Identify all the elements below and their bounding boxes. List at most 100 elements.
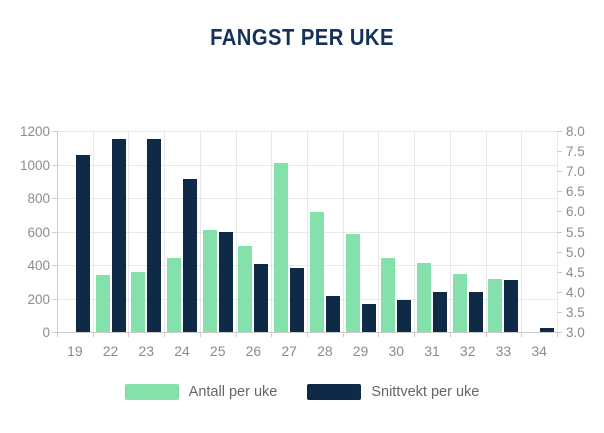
gridline (414, 131, 416, 332)
bar-antall-per-uke[interactable] (345, 234, 360, 332)
y-axis-left-label: 400 (27, 258, 50, 273)
bar-antall-per-uke[interactable] (167, 258, 181, 332)
y-axis-right-tick (557, 231, 562, 233)
bar-snittvekt-per-uke[interactable] (75, 155, 90, 332)
bar-snittvekt-per-uke[interactable] (325, 295, 340, 332)
x-axis-tick (92, 332, 94, 337)
y-axis-right-tick (557, 211, 562, 213)
bar-snittvekt-per-uke[interactable] (183, 179, 197, 332)
x-axis-label: 29 (352, 343, 369, 359)
y-axis-left-label: 0 (42, 325, 50, 340)
y-axis-left-label: 1200 (19, 124, 50, 139)
y-axis-right-label: 6.0 (566, 204, 585, 220)
bar-snittvekt-per-uke[interactable] (290, 267, 305, 332)
x-axis-tick (307, 332, 308, 337)
x-axis-tick (378, 332, 380, 337)
legend-label: Snittvekt per uke (371, 384, 480, 400)
y-axis-left-label: 800 (27, 191, 50, 206)
y-axis-tick (52, 231, 57, 233)
x-axis-tick (199, 332, 201, 337)
y-axis-right-tick (557, 191, 562, 193)
x-axis-tick (557, 332, 558, 337)
bar-snittvekt-per-uke[interactable] (218, 231, 233, 332)
bar-antall-per-uke[interactable] (238, 245, 253, 332)
x-axis-tick (235, 332, 237, 337)
y-axis-right-label: 6.5 (566, 184, 585, 200)
gridline (307, 131, 308, 332)
x-axis-tick (164, 332, 166, 337)
x-axis-tick (449, 332, 451, 337)
gridline (164, 131, 166, 332)
bar-antall-per-uke[interactable] (131, 271, 146, 332)
bar-antall-per-uke[interactable] (309, 212, 324, 332)
bar-snittvekt-per-uke[interactable] (433, 291, 447, 332)
bar-snittvekt-per-uke[interactable] (111, 139, 126, 332)
y-axis-tick (52, 298, 57, 300)
bar-snittvekt-per-uke[interactable] (147, 139, 162, 332)
y-axis-right-label: 5.5 (566, 224, 585, 240)
bar-antall-per-uke[interactable] (417, 263, 431, 332)
y-axis-right-label: 5.0 (566, 244, 585, 260)
y-axis-tick (52, 265, 57, 266)
gridline (449, 131, 451, 332)
x-axis-label: 33 (495, 343, 512, 359)
legend: Antall per uke Snittvekt per uke (0, 384, 604, 400)
legend-label: Antall per uke (188, 384, 278, 400)
y-axis-right-label: 7.0 (566, 164, 585, 180)
bar-antall-per-uke[interactable] (381, 258, 396, 332)
x-axis-tick (128, 332, 130, 337)
legend-item[interactable]: Snittvekt per uke (307, 384, 479, 400)
y-axis-right-label: 8.0 (566, 124, 585, 139)
x-axis-tick (485, 332, 487, 337)
bar-snittvekt-per-uke[interactable] (397, 299, 412, 332)
bar-snittvekt-per-uke[interactable] (468, 291, 483, 332)
x-axis-label: 24 (174, 343, 190, 359)
y-axis-left-label: 600 (27, 224, 50, 240)
y-axis-tick (52, 131, 57, 132)
x-axis-label: 28 (317, 343, 333, 359)
bar-antall-per-uke[interactable] (274, 162, 289, 332)
x-axis-label: 30 (388, 343, 405, 359)
bar-antall-per-uke[interactable] (452, 274, 467, 332)
x-axis-tick (521, 332, 523, 337)
y-axis-right-tick (557, 271, 562, 273)
x-axis-label: 23 (138, 343, 155, 359)
x-axis-label: 31 (424, 343, 440, 359)
x-axis-label: 32 (459, 343, 476, 359)
gridline (199, 131, 201, 332)
x-axis-tick (57, 332, 58, 337)
y-axis-right-tick (557, 171, 562, 173)
legend-item[interactable]: Antall per uke (124, 384, 278, 400)
y-axis-right-label: 4.0 (566, 284, 585, 300)
x-axis-tick (342, 332, 344, 337)
y-axis-right-tick (557, 311, 562, 313)
gridline (57, 131, 58, 332)
bar-snittvekt-per-uke[interactable] (254, 263, 269, 332)
y-axis-right-label: 3.5 (566, 304, 585, 320)
y-axis-tick (52, 164, 57, 166)
y-axis-tick (52, 332, 57, 333)
bar-antall-per-uke[interactable] (488, 279, 503, 332)
y-axis-right-tick (557, 131, 562, 132)
gridline (128, 131, 130, 332)
gridline (521, 131, 523, 332)
y-axis-right-tick (557, 332, 562, 333)
x-axis-label: 19 (67, 343, 83, 359)
y-axis-right-label: 3.0 (566, 325, 585, 340)
x-axis-label: 22 (102, 343, 119, 359)
x-axis-label: 25 (209, 343, 226, 359)
y-axis-left-label: 200 (27, 291, 50, 307)
bar-snittvekt-per-uke[interactable] (540, 327, 555, 332)
y-axis-right-tick (557, 291, 562, 293)
legend-swatch (124, 384, 179, 400)
bar-antall-per-uke[interactable] (95, 275, 110, 332)
bar-snittvekt-per-uke[interactable] (504, 279, 519, 332)
x-axis-tick (414, 332, 416, 337)
gridline (271, 131, 273, 332)
x-axis-label: 27 (281, 343, 297, 359)
gridline (342, 131, 344, 332)
bar-antall-per-uke[interactable] (202, 229, 217, 332)
chart-title: FANGST PER UKE (210, 24, 394, 50)
bar-snittvekt-per-uke[interactable] (361, 303, 376, 332)
